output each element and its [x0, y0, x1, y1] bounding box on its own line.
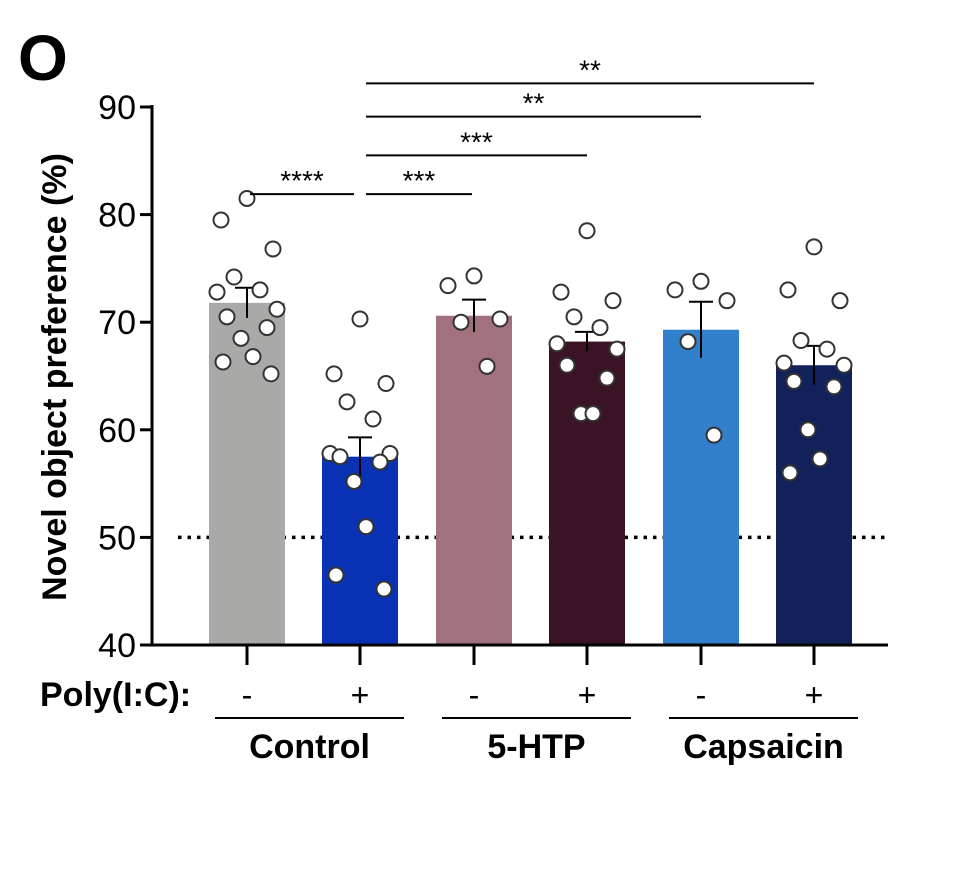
data-point: [251, 281, 269, 299]
data-point: [338, 393, 356, 411]
data-point: [345, 472, 363, 490]
data-point: [452, 313, 470, 331]
data-point: [208, 283, 226, 301]
data-point: [262, 365, 280, 383]
data-point: [351, 310, 369, 328]
data-point: [364, 410, 382, 428]
data-point: [264, 240, 282, 258]
data-point: [258, 319, 276, 337]
poly-ic-sign-3: -: [469, 677, 480, 713]
data-point: [584, 405, 602, 423]
bars-layer: [209, 302, 852, 645]
bar-3: [436, 315, 512, 645]
significance-label-3: ***: [460, 126, 493, 157]
data-point: [212, 211, 230, 229]
data-point: [325, 365, 343, 383]
data-point: [591, 319, 609, 337]
data-point: [818, 340, 836, 358]
data-point: [775, 354, 793, 372]
data-point: [608, 340, 626, 358]
data-point: [666, 281, 684, 299]
condition-labels-layer: - + - + - + Control 5-HTP Capsaicin: [215, 677, 858, 766]
poly-ic-sign-6: +: [805, 677, 824, 713]
data-point: [465, 267, 483, 285]
significance-label-5: **: [579, 54, 601, 85]
data-point: [805, 238, 823, 256]
data-point: [578, 222, 596, 240]
data-point: [244, 348, 262, 366]
data-point: [779, 281, 797, 299]
data-point: [375, 580, 393, 598]
data-point: [491, 310, 509, 328]
data-point: [331, 448, 349, 466]
poly-ic-sign-2: +: [351, 677, 370, 713]
significance-label-2: ***: [403, 165, 436, 196]
y-tick-label-90: 90: [98, 89, 136, 127]
group-label-1: Control: [249, 728, 370, 766]
data-point: [558, 356, 576, 374]
y-tick-label-70: 70: [98, 304, 136, 342]
data-point: [565, 308, 583, 326]
data-point: [327, 566, 345, 584]
data-point: [232, 329, 250, 347]
bar-4: [549, 341, 625, 645]
data-point: [781, 464, 799, 482]
poly-ic-sign-1: -: [242, 677, 253, 713]
y-tick-label-80: 80: [98, 197, 136, 235]
data-point: [692, 272, 710, 290]
data-point: [705, 426, 723, 444]
data-point: [268, 300, 286, 318]
error-bar-3: [462, 298, 486, 332]
error-bars-layer: [235, 286, 826, 477]
data-point: [785, 372, 803, 390]
data-point: [604, 292, 622, 310]
data-point: [718, 292, 736, 310]
data-point: [835, 356, 853, 374]
data-point: [439, 277, 457, 295]
y-tick-label-50: 50: [98, 519, 136, 557]
bar-6: [776, 365, 852, 645]
data-point: [218, 308, 236, 326]
y-tick-label-40: 40: [98, 627, 136, 665]
data-point: [825, 378, 843, 396]
panel-label: O: [18, 22, 68, 94]
points-layer: [208, 189, 853, 598]
data-point: [478, 357, 496, 375]
significance-label-4: **: [523, 88, 545, 119]
bar-5: [663, 329, 739, 645]
data-point: [548, 335, 566, 353]
data-point: [371, 453, 389, 471]
significance-layer: **** **********: [250, 54, 814, 196]
data-point: [214, 353, 232, 371]
group-label-3: Capsaicin: [683, 728, 844, 766]
data-point: [552, 283, 570, 301]
group-label-2: 5-HTP: [487, 728, 585, 766]
data-point: [357, 518, 375, 536]
data-point: [831, 292, 849, 310]
error-bar-5: [689, 300, 713, 358]
y-tick-label-60: 60: [98, 412, 136, 450]
data-point: [811, 450, 829, 468]
y-axis-label: Novel object preference (%): [36, 153, 74, 601]
data-point: [225, 268, 243, 286]
significance-label-1: ****: [280, 165, 324, 196]
data-point: [679, 333, 697, 351]
error-bar-2: [348, 436, 372, 477]
poly-ic-row-label: Poly(I:C):: [40, 676, 191, 714]
poly-ic-sign-4: +: [578, 677, 597, 713]
data-point: [377, 375, 395, 393]
data-point: [799, 421, 817, 439]
data-point: [598, 369, 616, 387]
data-point: [792, 331, 810, 349]
axes-layer: 40 50 60 70 80 90: [98, 89, 888, 665]
bar-2: [322, 456, 398, 645]
poly-ic-sign-5: -: [696, 677, 707, 713]
